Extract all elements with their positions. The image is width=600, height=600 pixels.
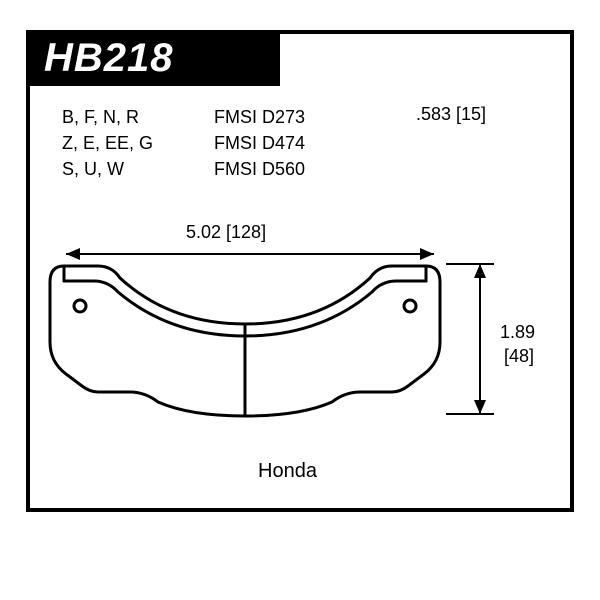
brake-pad-diagram	[40, 246, 450, 446]
